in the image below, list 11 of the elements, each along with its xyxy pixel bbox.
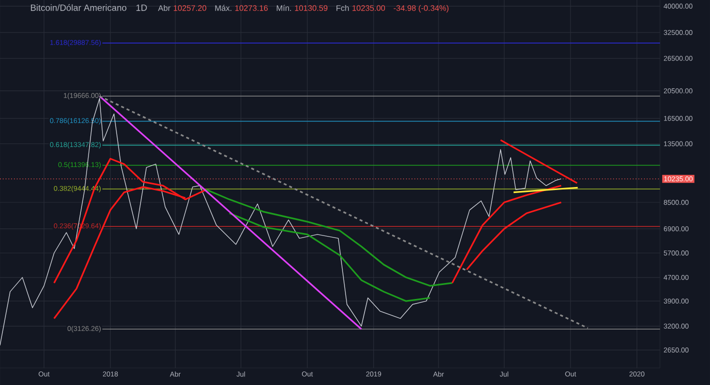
chart-title: Bitcoin/Dólar Americano (30, 4, 126, 11)
chart-subtitle: 1D (136, 4, 147, 11)
annotation: 10257.20 (174, 5, 206, 11)
annotation: 10130.59 (295, 5, 328, 11)
annotation: -34.98 (-0.34%) (394, 5, 448, 12)
annotation: Fch (336, 5, 349, 11)
annotation: Abr (158, 5, 170, 11)
annotation: Máx. (215, 4, 232, 11)
annotation: Mín. (276, 4, 291, 11)
annotation: 10273.16 (235, 5, 268, 11)
annotation: 10235.00 (352, 5, 385, 11)
